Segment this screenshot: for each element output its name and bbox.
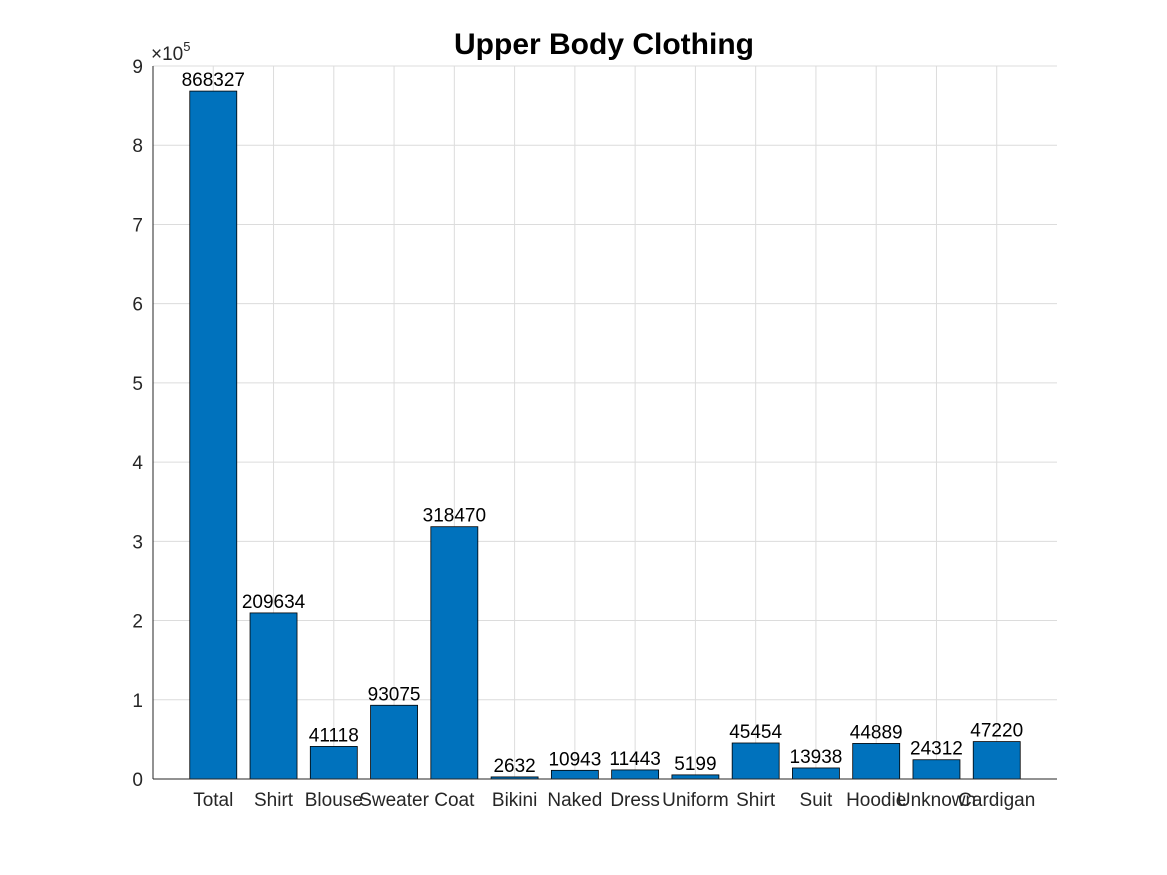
data-label: 2632 bbox=[493, 756, 535, 777]
y-tick-label: 4 bbox=[132, 453, 143, 474]
x-tick-label: Uniform bbox=[662, 790, 729, 811]
x-tick-label: Dress bbox=[610, 790, 660, 811]
bar bbox=[370, 704, 418, 780]
bar bbox=[430, 526, 479, 780]
x-tick-label: Coat bbox=[434, 790, 475, 811]
x-tick-label: Total bbox=[193, 790, 233, 811]
y-tick-label: 1 bbox=[132, 691, 143, 712]
y-tick-label: 2 bbox=[132, 612, 143, 633]
data-label: 13938 bbox=[790, 747, 843, 768]
data-label: 5199 bbox=[674, 754, 716, 775]
y-tick-label: 8 bbox=[132, 136, 143, 157]
data-label: 47220 bbox=[970, 721, 1023, 742]
bars bbox=[189, 90, 1021, 780]
data-label: 24312 bbox=[910, 739, 963, 760]
bar bbox=[792, 767, 840, 780]
bar bbox=[731, 742, 780, 780]
axes bbox=[152, 66, 1057, 780]
bar bbox=[611, 769, 660, 780]
bar bbox=[671, 774, 720, 780]
chart-title: Upper Body Clothing bbox=[454, 28, 754, 61]
x-tick-label: Suit bbox=[800, 790, 833, 811]
bar bbox=[912, 759, 961, 780]
data-label: 868327 bbox=[182, 70, 245, 91]
y-tick-label: 0 bbox=[132, 770, 143, 791]
y-tick-label: 6 bbox=[132, 295, 143, 316]
bar bbox=[309, 746, 358, 780]
data-label: 44889 bbox=[850, 722, 903, 743]
data-label: 45454 bbox=[729, 722, 782, 743]
y-tick-label: 5 bbox=[132, 374, 143, 395]
data-label: 10943 bbox=[548, 749, 601, 770]
y-tick-label: 7 bbox=[132, 215, 143, 236]
x-tick-label: Unknown bbox=[897, 790, 976, 811]
data-label: 11443 bbox=[609, 749, 660, 770]
x-tick-label: Bikini bbox=[492, 790, 537, 811]
x-tick-label: Shirt bbox=[736, 790, 776, 811]
data-label: 41118 bbox=[309, 725, 359, 746]
y-tick-label: 3 bbox=[132, 532, 143, 553]
y-exponent-label: ×105 bbox=[151, 39, 190, 65]
bar bbox=[852, 743, 901, 780]
bar bbox=[189, 90, 238, 780]
bar bbox=[249, 612, 298, 780]
data-labels: 868327 209634 41118 93075 318470 2632 10943 114… bbox=[182, 70, 1024, 777]
data-label: 93075 bbox=[368, 684, 421, 705]
x-tick-label: Blouse bbox=[305, 790, 363, 811]
x-tick-label: Hoodie bbox=[846, 790, 906, 811]
data-label: 318470 bbox=[423, 506, 486, 527]
y-exponent-power: 5 bbox=[183, 39, 190, 54]
x-tick-label: Sweater bbox=[359, 790, 429, 811]
bar bbox=[972, 741, 1021, 780]
data-label: 209634 bbox=[242, 592, 306, 613]
x-tick-label: Naked bbox=[547, 790, 602, 811]
x-tick-label: Cardigan bbox=[958, 790, 1035, 811]
y-exponent-base: ×10 bbox=[151, 44, 183, 65]
x-tick-label: Shirt bbox=[254, 790, 294, 811]
y-tick-label: 9 bbox=[132, 57, 143, 78]
bar bbox=[550, 769, 599, 780]
